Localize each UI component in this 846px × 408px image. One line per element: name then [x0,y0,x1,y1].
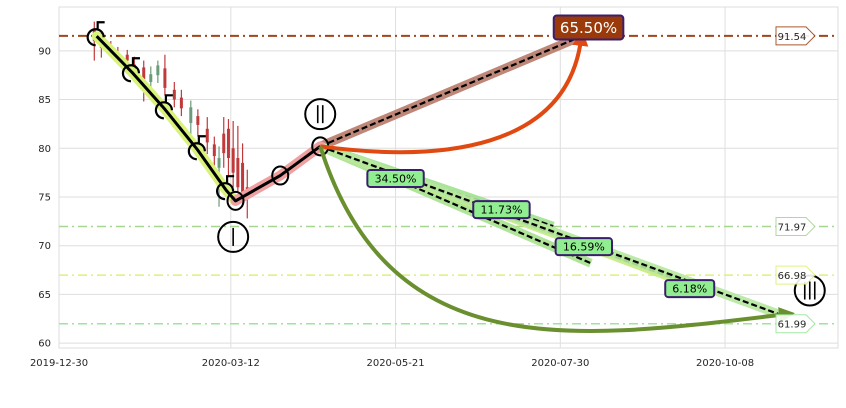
candle-body [241,162,245,193]
x-tick-label: 2020-03-12 [202,358,260,369]
projection-label: 16.59% [563,241,605,254]
y-tick-label: 80 [38,144,51,155]
wave-marker-circle [271,165,290,186]
projection-label-box [554,237,614,257]
projection-line [319,35,582,148]
x-tick-label: 2020-07-30 [531,358,589,369]
y-tick-label: 60 [38,339,51,350]
price-tag-label: 71.97 [778,223,807,234]
price-tag [775,314,816,334]
candle-body [212,144,216,157]
candle-body [226,128,230,159]
price-tag [775,217,816,237]
projection-label: 11.73% [480,204,522,217]
wave-label-numeral [316,105,324,124]
projection-arrow [319,29,589,155]
price-tag-label: 61.99 [778,320,807,331]
y-tick-label: 85 [38,95,51,106]
candle-body [172,89,176,100]
y-tick-label: 90 [38,46,51,57]
x-tick-label: 2020-05-21 [366,358,424,369]
projection-label: 34.50% [375,172,417,185]
x-tick-label: 2020-10-08 [696,358,754,369]
price-tag [775,26,816,46]
candle-body [196,116,200,125]
projection-label-box [552,14,625,41]
candle-body [189,107,193,123]
projection-label: 65.50% [560,19,617,37]
wave-marker-circle [226,190,245,211]
candle-body [236,158,240,188]
y-tick-label: 75 [38,192,51,203]
wave-label-circle [217,220,250,253]
candle-body [125,54,129,61]
price-tag [775,265,816,285]
candle-body [156,65,160,76]
wave-marker-hook [216,175,235,201]
projection-label-box [472,200,531,220]
wave-label-circle [304,98,337,131]
y-tick-label: 65 [38,290,51,301]
wave-marker-hook [154,94,174,120]
wave-marker-hook [86,21,105,47]
candle-body [222,133,226,154]
candle-body [217,158,221,168]
x-tick-label: 2019-12-30 [30,358,88,369]
candle-body [163,68,167,88]
candle-body [179,97,183,109]
projection-label-box [664,279,716,299]
price-tag-label: 66.98 [778,271,807,282]
candle-body [142,67,146,80]
candle-body [205,128,209,143]
candle-body [149,74,153,83]
projection-label: 6.18% [672,283,707,296]
price-tag-label: 91.54 [778,32,807,43]
wave-marker-hook [187,135,206,161]
y-tick-label: 70 [38,241,51,252]
projection-arrow [318,145,795,333]
projection-label-box [366,168,425,188]
wave-marker-hook [121,57,141,83]
candle-body [231,148,235,173]
